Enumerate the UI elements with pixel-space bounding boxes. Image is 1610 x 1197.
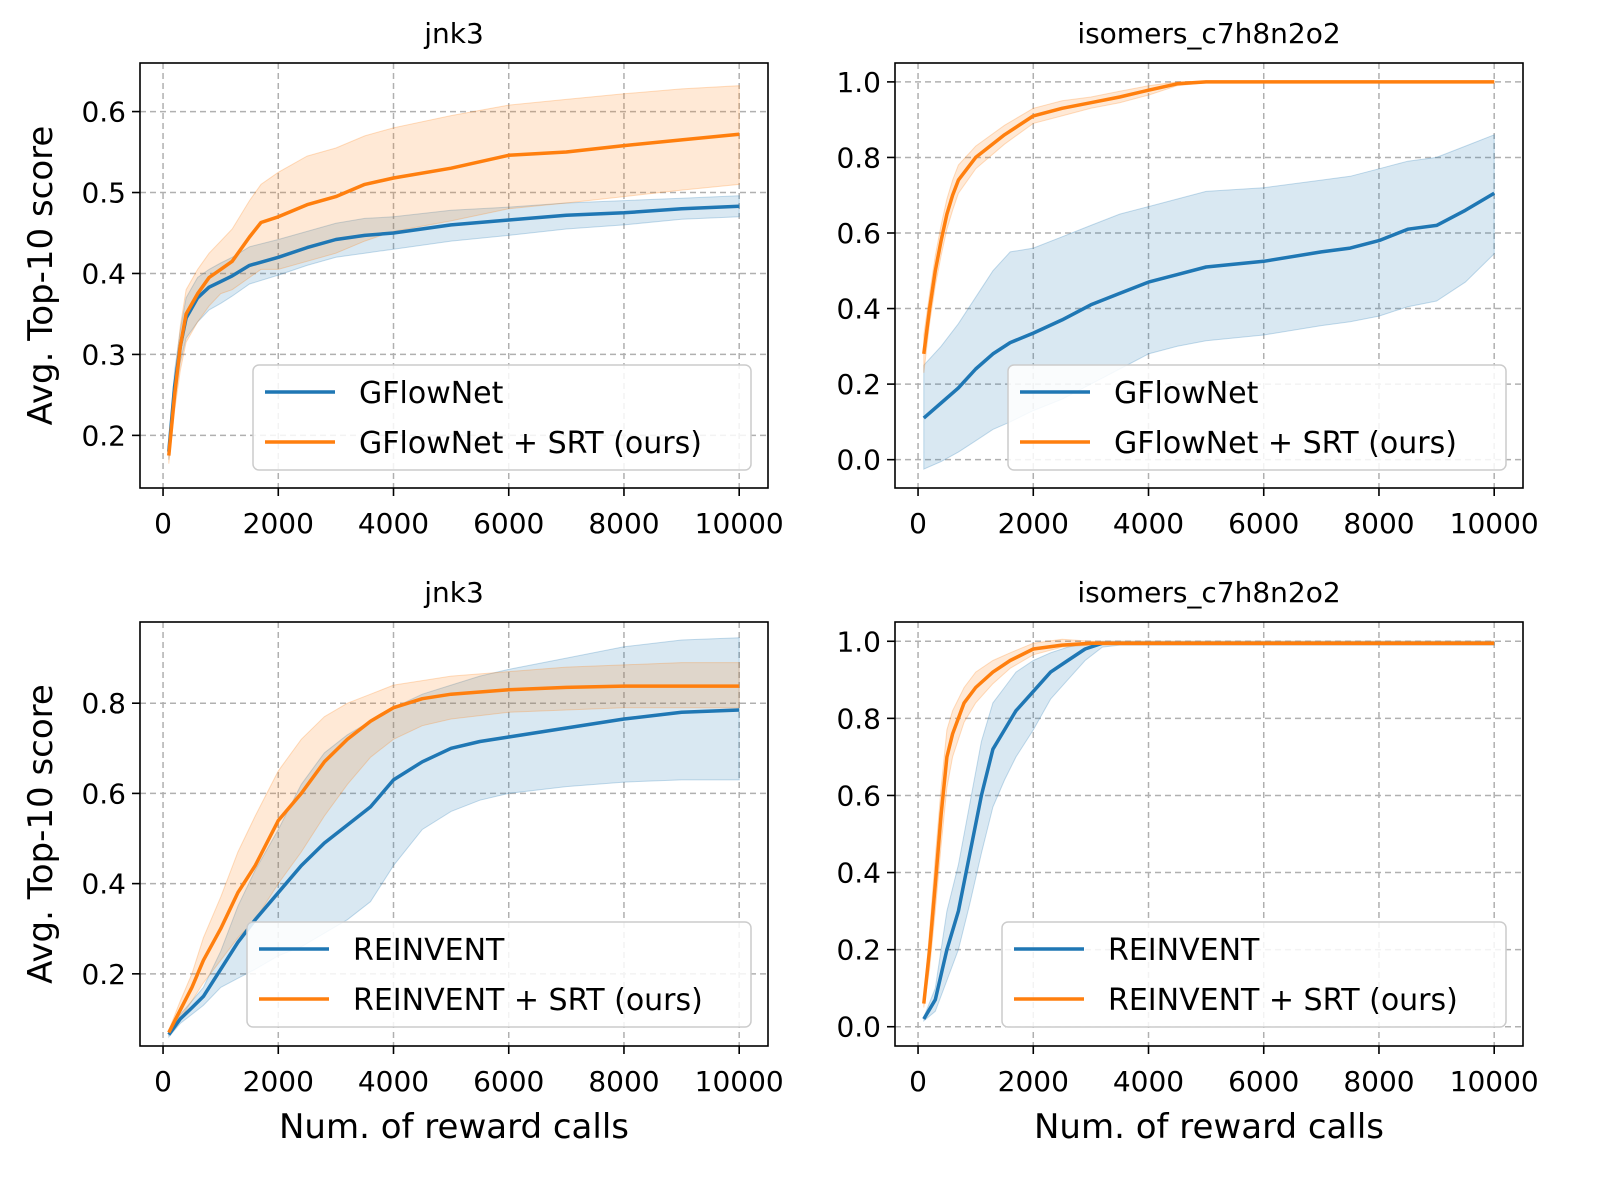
y-tick-label: 0.6 — [836, 217, 881, 250]
x-tick-label: 10000 — [695, 1065, 784, 1098]
series-line-2 — [922, 80, 1495, 355]
series-band-2 — [923, 638, 1495, 1008]
y-tick-label: 0.2 — [81, 419, 126, 452]
x-tick-label: 6000 — [473, 507, 544, 540]
y-tick-label: 0.4 — [836, 293, 881, 326]
y-tick-label: 0.6 — [836, 779, 881, 812]
x-tick-label: 0 — [154, 1065, 172, 1098]
y-tick-label: 0.8 — [836, 141, 881, 174]
series-line-1 — [922, 191, 1496, 420]
x-tick-label: 6000 — [1228, 1065, 1299, 1098]
series-band-1 — [923, 640, 1495, 1022]
plot-area — [922, 638, 1495, 1022]
x-tick-label: 8000 — [1343, 1065, 1414, 1098]
legend: GFlowNet GFlowNet + SRT (ours) — [252, 364, 752, 471]
x-tick-label: 6000 — [1228, 507, 1299, 540]
x-tick-label: 6000 — [473, 1065, 544, 1098]
y-tick-label: 0.6 — [81, 777, 126, 810]
y-axis-title: Avg. Top-10 score — [21, 684, 61, 984]
y-tick-label: 0.6 — [81, 96, 126, 129]
y-tick-label: 0.4 — [81, 257, 126, 290]
y-tick-label: 0.2 — [836, 934, 881, 967]
x-tick-label: 0 — [909, 507, 927, 540]
x-tick-label: 8000 — [1343, 507, 1414, 540]
legend-label-2: GFlowNet + SRT (ours) — [359, 426, 702, 461]
y-tick-label: 0.3 — [81, 338, 126, 371]
chart-panel-1: 0 2000 4000 6000 8000 10000 0.2 0.3 0.4 0.5 0.6 jnk… — [21, 17, 784, 540]
series-band-2 — [168, 85, 740, 464]
series-line-2 — [922, 641, 1495, 1004]
legend-box — [252, 364, 752, 471]
chart-panel-2: 0 2000 4000 6000 8000 10000 0.0 0.2 0.4 0.6 0.8 1.0… — [836, 17, 1538, 540]
y-tick-label: 1.0 — [836, 625, 881, 658]
series-band-1 — [168, 195, 740, 460]
legend-label-2: REINVENT + SRT (ours) — [353, 983, 703, 1018]
axes-frame — [894, 621, 1524, 1047]
panel-title: isomers_c7h8n2o2 — [1077, 576, 1340, 609]
axes-frame — [139, 621, 769, 1047]
panel-title: jnk3 — [423, 17, 484, 50]
x-axis-title: Num. of reward calls — [279, 1107, 629, 1147]
y-tick-label: 0.2 — [836, 368, 881, 401]
x-tick-label: 4000 — [1113, 507, 1184, 540]
legend-label-1: REINVENT — [353, 933, 505, 968]
y-axis-title: Avg. Top-10 score — [21, 126, 61, 426]
y-tick-label: 0.4 — [81, 868, 126, 901]
legend-label-2: GFlowNet + SRT (ours) — [1114, 426, 1457, 461]
x-tick-label: 2000 — [998, 1065, 1069, 1098]
legend: REINVENT REINVENT + SRT (ours) — [246, 921, 752, 1028]
legend-label-1: GFlowNet — [1114, 376, 1259, 411]
legend: GFlowNet GFlowNet + SRT (ours) — [1007, 364, 1507, 471]
axes-frame — [894, 62, 1524, 489]
legend-box — [1007, 364, 1507, 471]
plot-area — [167, 85, 740, 464]
x-tick-label: 2000 — [243, 507, 314, 540]
x-tick-label: 10000 — [1450, 1065, 1539, 1098]
x-tick-label: 4000 — [358, 507, 429, 540]
series-line-2 — [167, 132, 740, 456]
x-tick-label: 10000 — [695, 507, 784, 540]
x-tick-label: 8000 — [588, 1065, 659, 1098]
x-axis-title: Num. of reward calls — [1034, 1107, 1384, 1147]
series-line-1 — [167, 708, 740, 1036]
y-tick-label: 0.0 — [836, 444, 881, 477]
x-tick-label: 4000 — [358, 1065, 429, 1098]
legend-label-2: REINVENT + SRT (ours) — [1108, 983, 1458, 1018]
x-tick-label: 4000 — [1113, 1065, 1184, 1098]
x-tick-label: 0 — [154, 507, 172, 540]
legend-label-1: REINVENT — [1108, 933, 1260, 968]
panel-title: isomers_c7h8n2o2 — [1077, 17, 1340, 50]
y-tick-label: 0.8 — [81, 687, 126, 720]
y-tick-label: 0.5 — [81, 177, 126, 210]
series-line-2 — [167, 684, 740, 1034]
y-tick-label: 1.0 — [836, 66, 881, 99]
y-tick-label: 0.4 — [836, 857, 881, 890]
x-tick-label: 2000 — [243, 1065, 314, 1098]
chart-panel-3: 0 2000 4000 6000 8000 10000 0.2 0.4 0.6 0.8 jnk3 Av… — [21, 576, 784, 1147]
x-tick-label: 0 — [909, 1065, 927, 1098]
y-tick-label: 0.8 — [836, 702, 881, 735]
panel-title: jnk3 — [423, 576, 484, 609]
x-tick-label: 8000 — [588, 507, 659, 540]
legend-label-1: GFlowNet — [359, 376, 504, 411]
y-tick-label: 0.2 — [81, 958, 126, 991]
grid-lines — [140, 63, 768, 488]
y-tick-label: 0.0 — [836, 1011, 881, 1044]
x-tick-label: 10000 — [1450, 507, 1539, 540]
series-line-1 — [167, 204, 740, 452]
legend-box — [246, 921, 752, 1028]
legend: REINVENT REINVENT + SRT (ours) — [1001, 921, 1507, 1028]
chart-panel-4: 0 2000 4000 6000 8000 10000 0.0 0.2 0.4 0.6 0.8 1.0… — [836, 576, 1538, 1147]
x-tick-label: 2000 — [998, 507, 1069, 540]
legend-box — [1001, 921, 1507, 1028]
axes-frame — [139, 62, 769, 489]
